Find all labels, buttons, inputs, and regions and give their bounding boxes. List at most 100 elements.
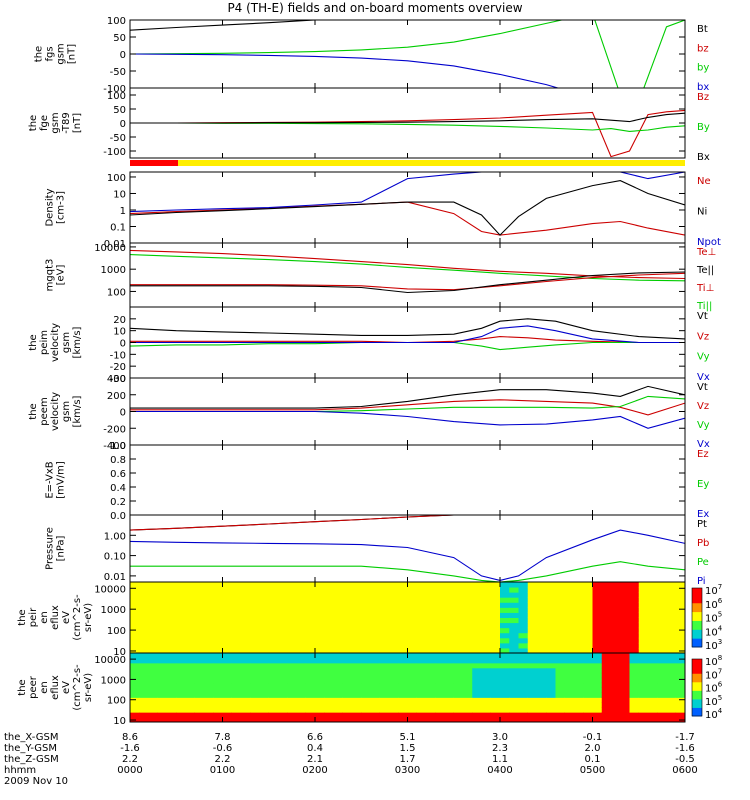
footer-value: 8.6 — [122, 732, 138, 743]
legend-entry-Ey: Ey — [697, 479, 709, 490]
footer-value: 0.1 — [585, 754, 601, 765]
footer-value: 0500 — [580, 765, 605, 776]
legend-entry-by: by — [697, 63, 709, 74]
y-tick-label: 20 — [113, 315, 126, 326]
legend-entry-Bx: Bx — [697, 152, 710, 163]
colorbar-tick-label: 106 — [705, 681, 723, 695]
y-tick-label: 0.0 — [110, 511, 126, 522]
legend-entry-Te||: Te|| — [696, 265, 714, 276]
footer-value: 6.6 — [307, 732, 323, 743]
y-axis-label: the — [28, 334, 39, 350]
y-tick-label: 0 — [120, 408, 126, 419]
colorbar-tick-label: 105 — [705, 694, 722, 708]
legend-entry-Ni: Ni — [697, 207, 707, 218]
series-line-Ne — [130, 201, 685, 236]
y-axis-label: en — [39, 611, 50, 624]
legend-entry-Vx: Vx — [697, 439, 710, 450]
legend-entry-Vz: Vz — [697, 401, 709, 412]
legend-entry-Pe: Pe — [697, 557, 709, 568]
legend-entry-Vz: Vz — [697, 331, 709, 342]
legend-entry-Vt: Vt — [697, 382, 708, 393]
data-quality-flag — [130, 160, 178, 166]
y-axis-label: (cm^2-s- — [72, 664, 83, 711]
footer-value: 1.1 — [492, 754, 508, 765]
legend-entry-Pt: Pt — [697, 519, 707, 530]
y-axis-label: the — [17, 679, 28, 695]
y-tick-label: -50 — [110, 67, 126, 78]
footer-value: 5.1 — [400, 732, 416, 743]
y-tick-label: 0.6 — [110, 469, 126, 480]
series-line-by — [130, 20, 685, 88]
series-line-Te|| — [130, 271, 685, 294]
series-line-Ti⊥ — [130, 249, 685, 280]
y-axis-label: [eV] — [56, 265, 67, 286]
y-axis-label: eV — [61, 611, 72, 624]
colorbar-tick-label: 105 — [705, 611, 722, 625]
footer-value: -0.6 — [213, 743, 233, 754]
y-tick-label: 100 — [107, 696, 126, 707]
series-line-Ni — [130, 180, 685, 236]
colorbar-tick-label: 106 — [705, 597, 723, 611]
colorbar-tick-label: 108 — [705, 654, 722, 668]
y-axis-label: gsm — [61, 332, 72, 353]
y-tick-label: 0 — [120, 119, 126, 130]
y-tick-label: 400 — [107, 374, 126, 385]
y-tick-label: 0.4 — [110, 483, 126, 494]
y-axis-label: fgs — [45, 46, 56, 61]
legend-entry-Bt: Bt — [697, 24, 708, 35]
y-tick-label: 100 — [107, 287, 126, 298]
y-tick-label: 0 — [120, 339, 126, 350]
footer-row-label: the_Z-GSM — [4, 754, 59, 765]
y-tick-label: 10 — [113, 647, 126, 658]
legend-entry-Vx: Vx — [697, 372, 710, 383]
footer-value: 2.1 — [307, 754, 323, 765]
footer-row-label: hhmm — [4, 765, 36, 776]
colorbar-tick-label: 104 — [705, 624, 723, 638]
legend-entry-Pb: Pb — [697, 538, 709, 549]
series-line-Pe — [130, 561, 685, 582]
series-line-Vt — [130, 318, 685, 340]
y-axis-label: [km/s] — [72, 326, 83, 358]
series-line-Bt — [130, 20, 325, 31]
footer-value: -1.6 — [675, 743, 695, 754]
spectrogram-10 — [130, 653, 685, 722]
series-line-bx — [130, 53, 685, 88]
y-tick-label: 0.2 — [110, 497, 126, 508]
footer-value: 0.4 — [307, 743, 323, 754]
legend-entry-Ex: Ex — [697, 509, 709, 520]
y-axis-label: [nT] — [67, 44, 78, 64]
legend-entry-Npot: Npot — [697, 237, 721, 248]
y-tick-label: -100 — [103, 147, 126, 158]
legend-entry-Ne: Ne — [697, 176, 711, 187]
panel-2: 100 50 0 -50 -100 the fge gsm -T89 [nT] Bz By Bx — [28, 87, 710, 163]
series-line-Vx — [130, 410, 685, 429]
footer-value: 0200 — [302, 765, 327, 776]
y-tick-label: -200 — [103, 424, 126, 435]
y-tick-label: 100 — [107, 91, 126, 102]
series-line-Te⊥ — [130, 272, 685, 291]
footer-value: 1.7 — [400, 754, 416, 765]
colorbar-tick-label: 107 — [705, 667, 722, 681]
footer-value: -0.1 — [583, 732, 603, 743]
series-line-Npot — [130, 172, 685, 213]
y-tick-label: 10000 — [94, 655, 126, 666]
y-tick-label: 1000 — [101, 605, 126, 616]
y-tick-label: 1.00 — [104, 531, 126, 542]
series-line-Pb — [130, 515, 685, 531]
y-axis-label: Pressure — [45, 527, 56, 570]
legend-entry-Vt: Vt — [697, 311, 708, 322]
y-tick-label: 1 — [120, 206, 126, 217]
y-axis-label: gsm — [56, 43, 67, 64]
legend-entry-Ti⊥: Ti⊥ — [696, 283, 714, 294]
panel-8: 1.00 0.10 0.01 Pressure [nPa] Pt Pb Pe Pi — [45, 514, 709, 587]
panel-frame — [129, 171, 686, 244]
y-tick-label: 10 — [113, 327, 126, 338]
colorbar-tick-label: 107 — [705, 583, 722, 597]
footer-row-label: the_Y-GSM — [4, 743, 57, 754]
y-axis-label: velocity — [50, 323, 61, 362]
y-axis-label: (cm^2-s- — [72, 594, 83, 641]
y-axis-label: gsm — [50, 112, 61, 133]
footer-value: 2.0 — [585, 743, 601, 754]
